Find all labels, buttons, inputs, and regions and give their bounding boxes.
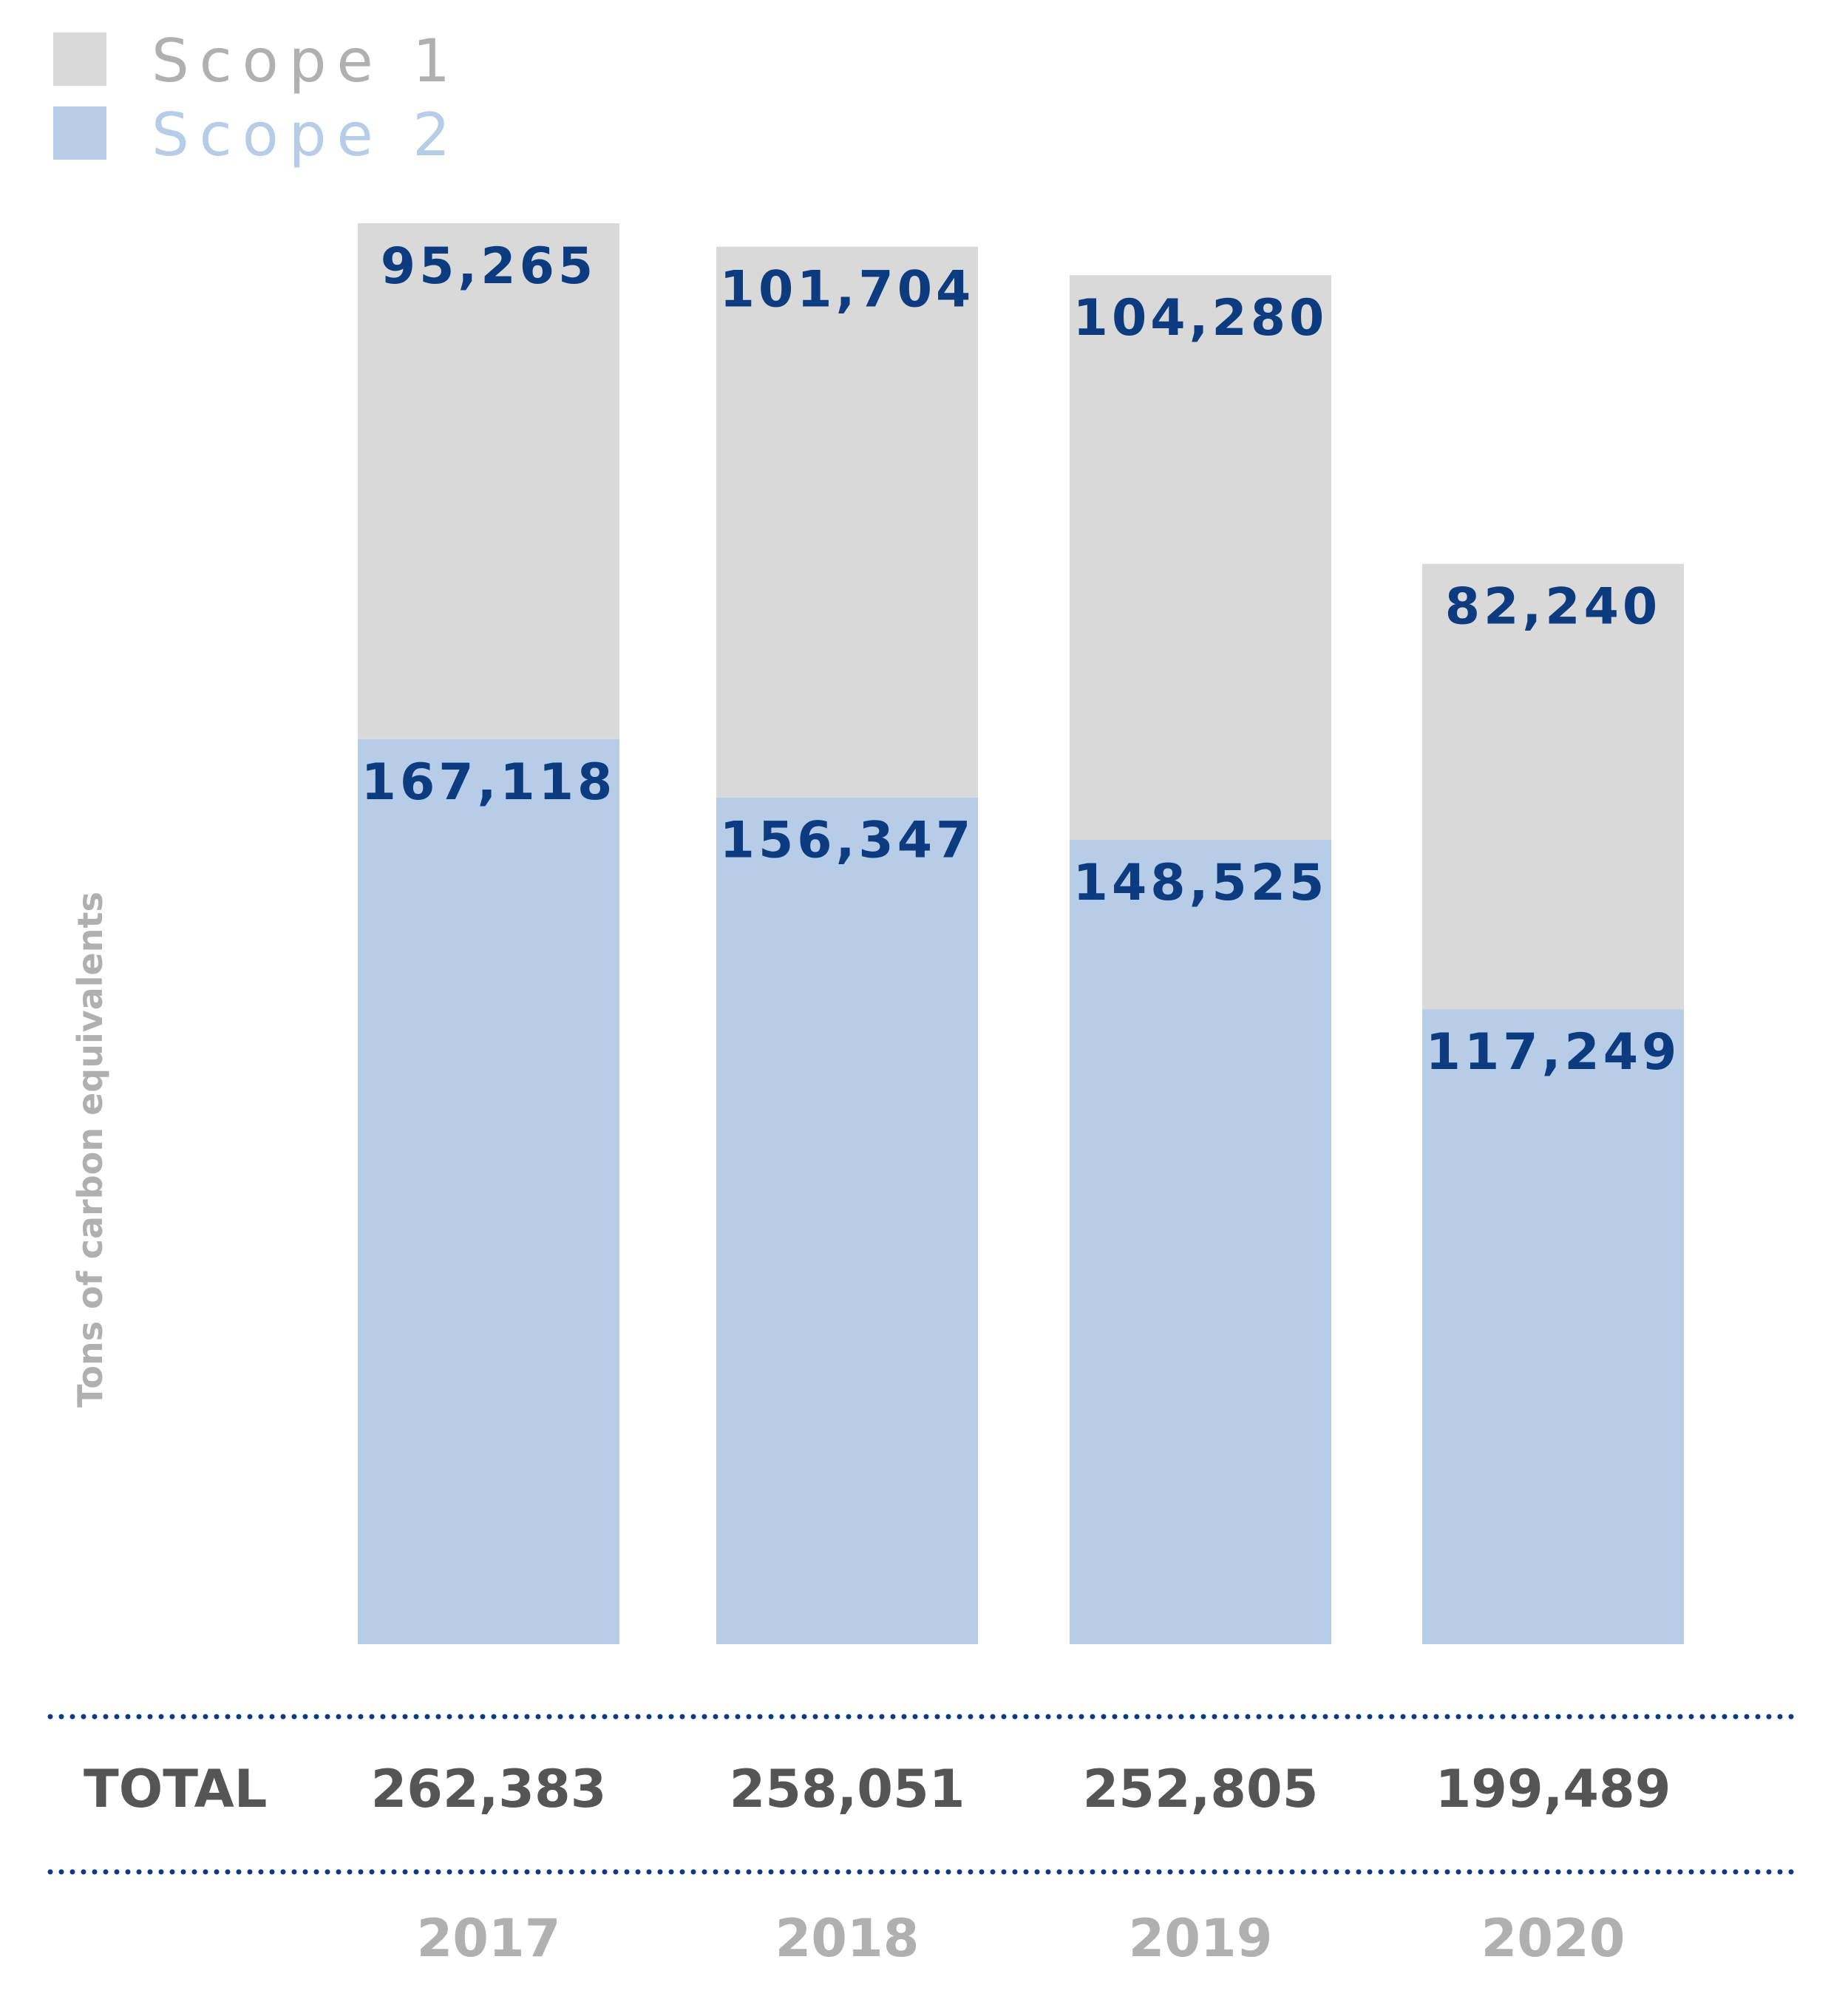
total-value-2019: 252,805 — [1083, 1759, 1319, 1819]
x-tick-2019: 2019 — [1129, 1908, 1273, 1969]
bar-scope-2-2017 — [358, 739, 619, 1644]
value-labels: 167,118 95,265 156,347 101,704 148,525 104,28… — [361, 237, 1681, 1082]
total-value-2018: 258,051 — [730, 1759, 965, 1819]
bar-scope-1-2017 — [358, 223, 619, 739]
value-label-scope-1-2019: 104,280 — [1073, 289, 1328, 347]
value-label-scope-2-2020: 117,249 — [1426, 1023, 1681, 1082]
x-axis-ticks: 2017 2018 2019 2020 — [417, 1908, 1626, 1969]
value-label-scope-1-2020: 82,240 — [1445, 578, 1661, 637]
totals-row: 262,383 258,051 252,805 199,489 — [371, 1759, 1671, 1819]
x-tick-2020: 2020 — [1481, 1908, 1626, 1969]
value-label-scope-2-2018: 156,347 — [720, 812, 975, 870]
value-label-scope-2-2017: 167,118 — [361, 753, 616, 812]
bar-scope-1-2020 — [1422, 563, 1684, 1010]
bar-scope-1-2019 — [1070, 275, 1331, 841]
legend-swatch-2 — [53, 106, 106, 160]
y-axis-label: Tons of carbon equivalents — [70, 892, 110, 1408]
legend-label-2: Scope 2 — [152, 101, 461, 169]
x-tick-2017: 2017 — [417, 1908, 561, 1969]
legend-label-1: Scope 1 — [152, 27, 461, 95]
value-label-scope-1-2018: 101,704 — [720, 261, 975, 319]
bar-scope-1-2018 — [716, 246, 978, 798]
bars — [358, 223, 1684, 1644]
total-value-2017: 262,383 — [371, 1759, 607, 1819]
total-heading: TOTAL — [84, 1759, 267, 1819]
value-label-scope-1-2017: 95,265 — [381, 237, 597, 296]
x-tick-2018: 2018 — [775, 1908, 920, 1969]
legend-swatch-1 — [53, 33, 106, 86]
bar-scope-2-2018 — [716, 797, 978, 1644]
total-value-2020: 199,489 — [1436, 1759, 1671, 1819]
value-label-scope-2-2019: 148,525 — [1073, 854, 1328, 912]
bar-scope-2-2020 — [1422, 1009, 1684, 1644]
bar-scope-2-2019 — [1070, 840, 1331, 1644]
